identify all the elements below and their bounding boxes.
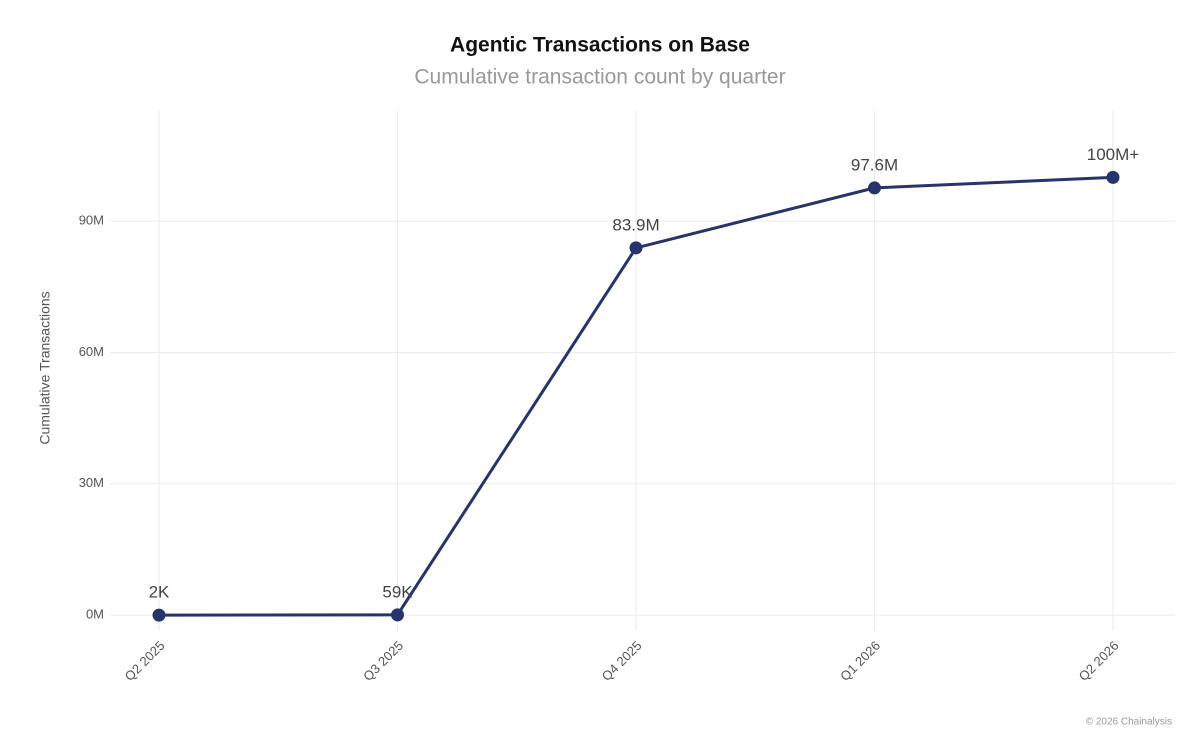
data-label: 100M+ [1087,145,1140,164]
point [152,608,166,622]
point [391,608,404,622]
x-tick-label: Q2 2025 [122,638,168,684]
footer: © 2026 Chainalysis [1086,717,1172,728]
y-tick-label: 30M [79,475,104,490]
point [1106,170,1120,184]
y-tick-label: 60M [79,344,104,359]
x-tick-label: Q3 2025 [360,638,406,684]
y-axis-title: Cumulative Transactions [37,291,53,444]
point [629,241,643,255]
point [868,181,881,195]
x-tick-label: Q2 2026 [1076,638,1122,684]
data-label: 97.6M [851,155,898,174]
y-tick-label: 90M [79,213,104,228]
chart-subtitle: Cumulative transaction count by quarter [414,66,785,89]
y-tick-label: 0M [86,607,104,622]
data-label: 2K [149,583,170,602]
data-label: 83.9M [612,215,659,234]
data-label: 59K [382,582,413,601]
x-tick-label: Q4 2025 [599,638,645,684]
chart-title: Agentic Transactions on Base [450,34,750,57]
x-tick-label: Q1 2026 [837,638,883,684]
